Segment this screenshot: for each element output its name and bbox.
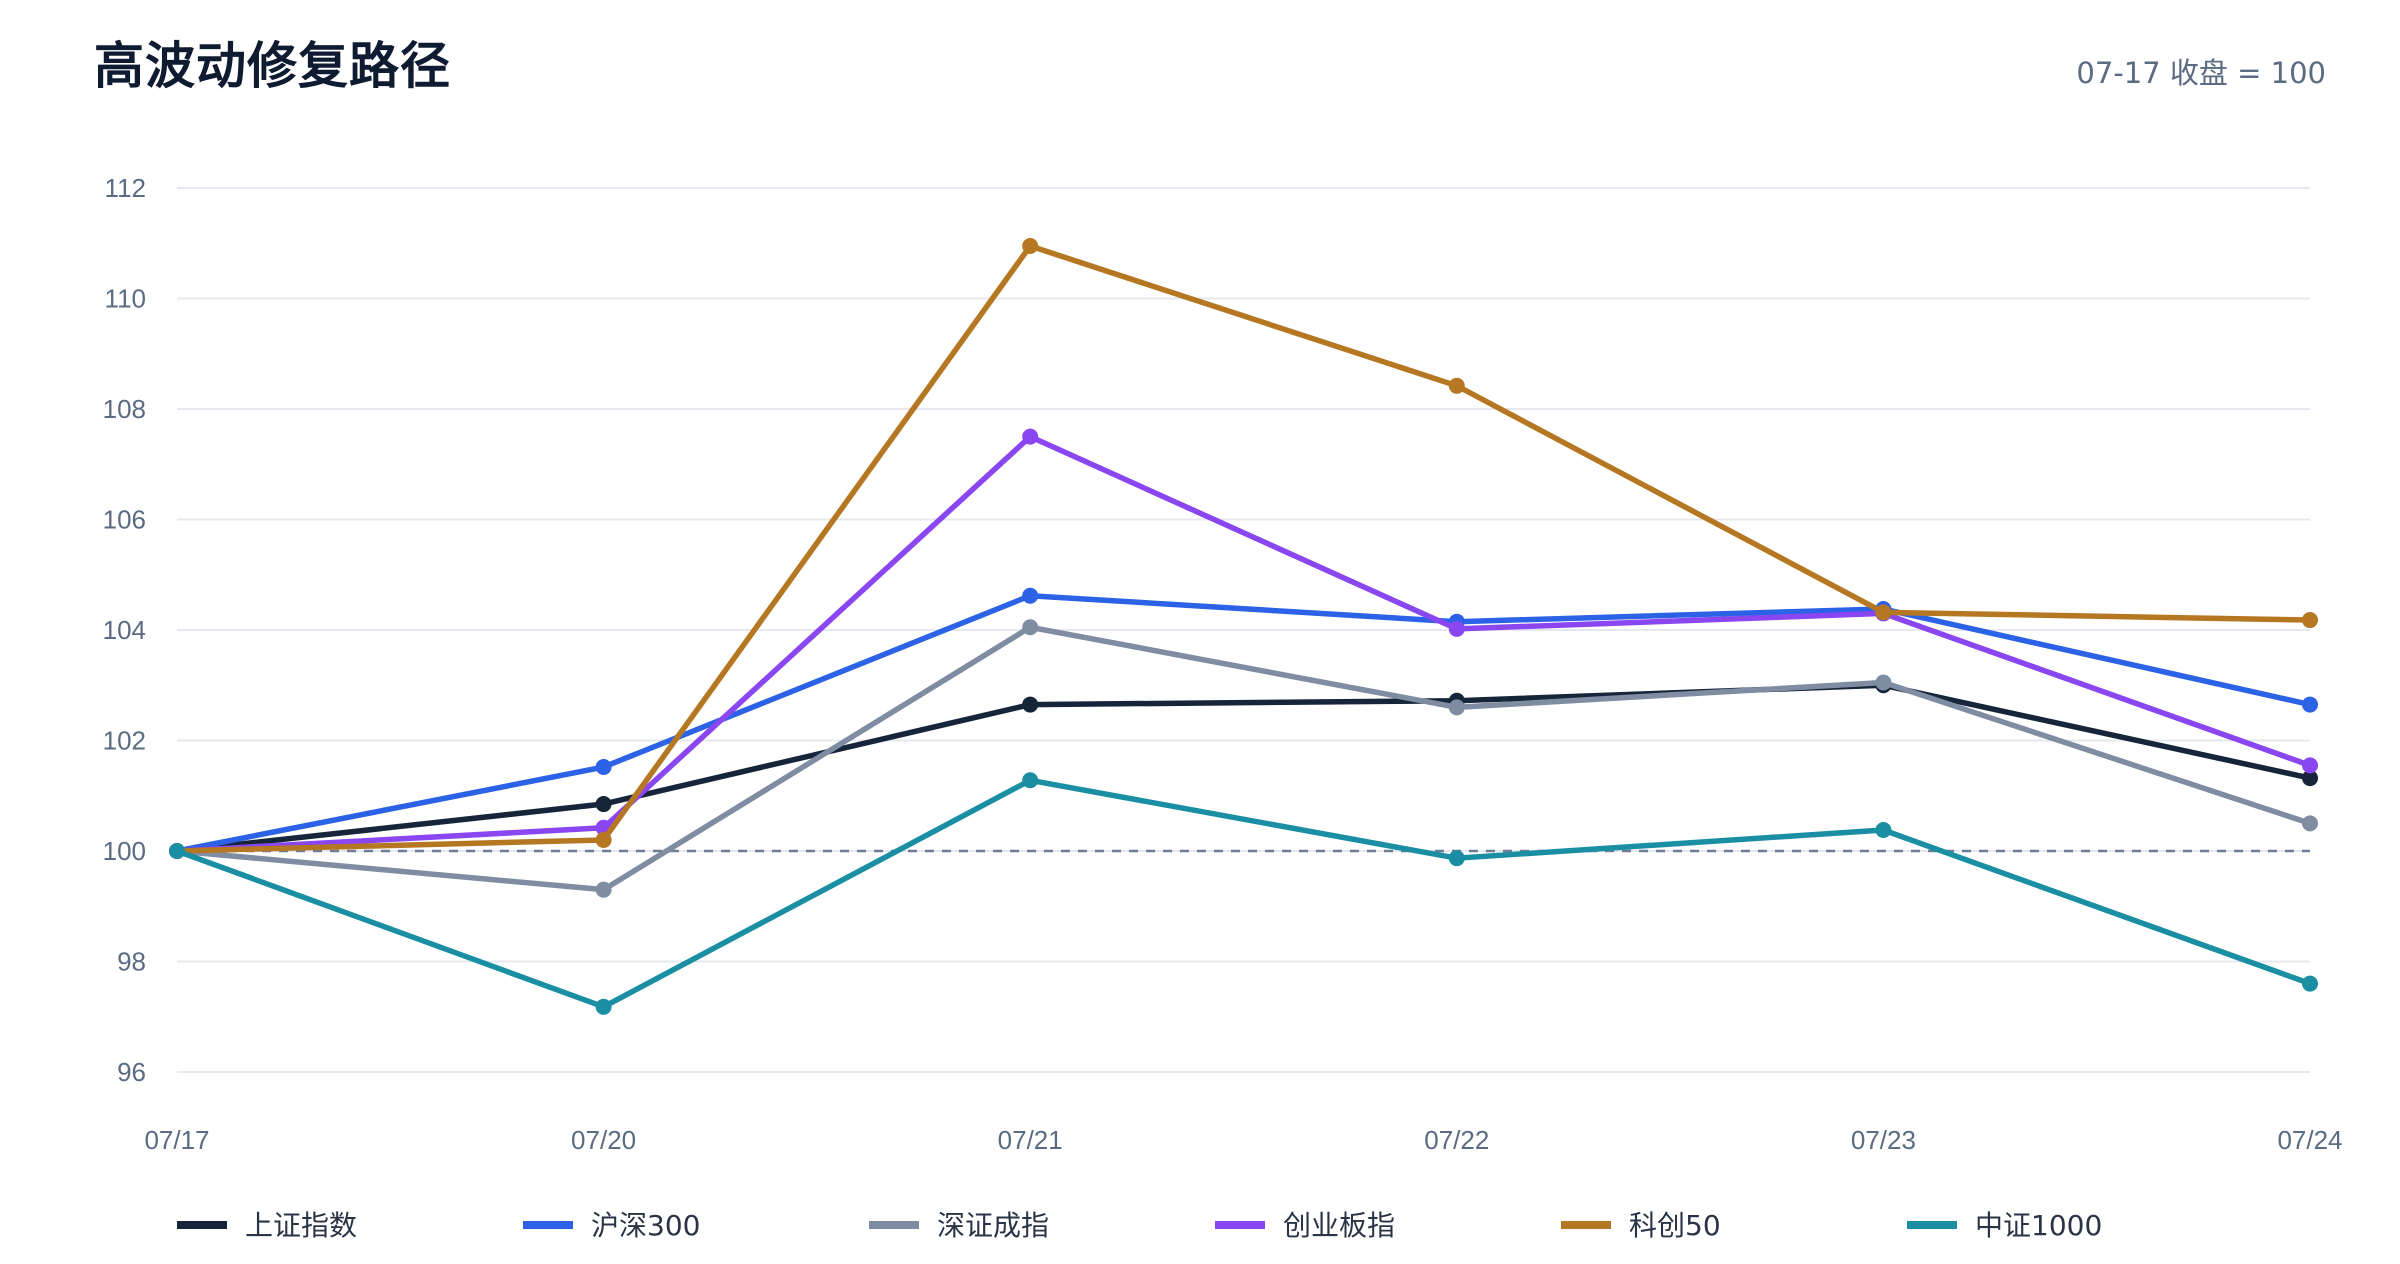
data-point	[2302, 612, 2318, 629]
legend-label: 创业板指	[1283, 1209, 1395, 1242]
data-point	[1448, 699, 1465, 716]
legend-item: 中证1000	[1907, 1209, 2102, 1242]
data-point	[1022, 238, 1039, 255]
data-point	[2302, 757, 2318, 774]
x-tick-label: 07/23	[1851, 1125, 1916, 1155]
data-point	[2302, 696, 2318, 713]
legend-label: 沪深300	[591, 1209, 700, 1242]
data-point	[169, 843, 185, 859]
x-tick-label: 07/21	[998, 1125, 1063, 1155]
series-group	[169, 238, 2318, 859]
series-line	[174, 433, 2313, 854]
series-line	[174, 624, 2313, 893]
y-tick-label: 110	[105, 284, 146, 314]
data-point	[595, 881, 612, 898]
series-line	[174, 243, 2313, 854]
legend-item: 创业板指	[1215, 1209, 1395, 1242]
y-tick-label: 112	[105, 173, 146, 203]
series-line	[174, 777, 2313, 1010]
data-point	[2302, 975, 2318, 992]
data-point	[595, 998, 612, 1015]
chart-baseline-note: 07-17 收盘 = 100	[2076, 56, 2326, 90]
data-point	[1022, 772, 1039, 789]
data-point	[1022, 428, 1039, 445]
y-tick-label: 104	[103, 615, 146, 645]
x-axis-ticks: 07/17 07/20 07/21 07/22 07/23 07/24	[144, 1125, 2342, 1155]
data-point	[1875, 674, 1892, 691]
series-line	[174, 682, 2313, 854]
data-point	[1022, 587, 1039, 604]
legend-item: 沪深300	[523, 1209, 700, 1242]
series-group	[169, 428, 2318, 859]
series-lines	[169, 238, 2318, 1015]
x-tick-label: 07/22	[1424, 1125, 1489, 1155]
y-tick-label: 102	[103, 726, 146, 756]
legend-label: 上证指数	[245, 1209, 357, 1242]
legend-item: 深证成指	[869, 1209, 1049, 1242]
data-point	[595, 831, 612, 848]
data-point	[2302, 770, 2318, 787]
chart-title: 高波动修复路径	[94, 37, 451, 95]
data-point	[1448, 377, 1465, 394]
legend-item: 上证指数	[177, 1209, 357, 1242]
y-tick-label: 106	[103, 505, 146, 535]
y-tick-label: 100	[103, 836, 146, 866]
series-group	[169, 772, 2318, 1015]
legend-label: 科创50	[1629, 1209, 1721, 1242]
data-point	[1022, 619, 1039, 636]
data-point	[1022, 696, 1039, 713]
y-tick-label: 98	[117, 947, 146, 977]
data-point	[1875, 604, 1892, 621]
y-axis-ticks: 96 98 100 102 104 106 108 110 112	[103, 173, 146, 1087]
x-tick-label: 07/24	[2277, 1125, 2342, 1155]
data-point	[595, 759, 612, 776]
data-point	[1448, 850, 1465, 867]
legend-item: 科创50	[1561, 1209, 1721, 1242]
series-line	[174, 592, 2313, 854]
legend-label: 中证1000	[1975, 1209, 2102, 1242]
grid-lines	[177, 187, 2310, 1073]
y-tick-label: 96	[117, 1057, 146, 1087]
data-point	[1875, 822, 1892, 839]
x-tick-label: 07/17	[144, 1125, 209, 1155]
legend-label: 深证成指	[937, 1209, 1049, 1242]
legend: 上证指数 沪深300 深证成指 创业板指 科创50 中证1000	[177, 1209, 2102, 1242]
data-point	[2302, 815, 2318, 832]
y-tick-label: 108	[103, 394, 146, 424]
data-point	[595, 796, 612, 813]
x-tick-label: 07/20	[571, 1125, 636, 1155]
series-group	[169, 619, 2318, 898]
data-point	[1448, 620, 1465, 637]
